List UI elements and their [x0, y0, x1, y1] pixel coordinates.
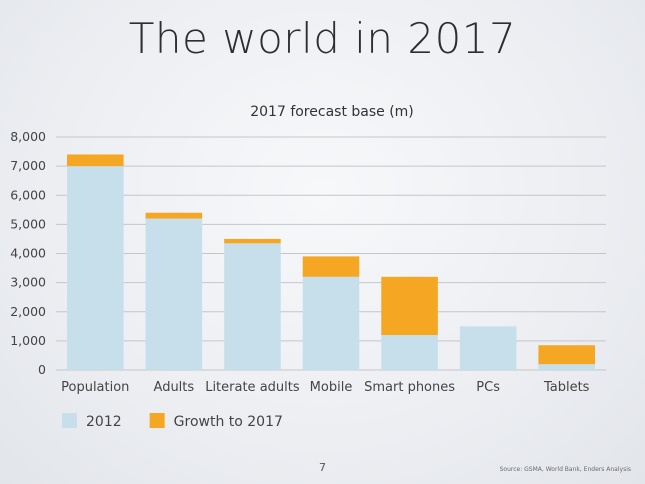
y-tick-label: 7,000 — [10, 158, 46, 173]
legend-label: Growth to 2017 — [174, 414, 283, 430]
legend: 2012 Growth to 2017 — [62, 413, 283, 430]
bar-2012 — [145, 218, 203, 370]
y-tick-label: 1,000 — [10, 333, 46, 348]
bar-growth — [538, 345, 595, 365]
y-tick-label: 8,000 — [10, 129, 46, 144]
legend-label: 2012 — [86, 414, 122, 430]
page-number: 7 — [319, 461, 326, 474]
bar-2012 — [302, 276, 360, 370]
y-tick-label: 2,000 — [10, 304, 46, 319]
bar-2012 — [224, 243, 281, 370]
x-tick-label: Mobile — [310, 380, 353, 395]
y-tick-label: 6,000 — [10, 187, 46, 202]
y-tick-label: 3,000 — [10, 275, 46, 290]
bar-growth — [67, 154, 124, 167]
x-tick-label: Population — [61, 380, 129, 395]
bar-2012 — [538, 364, 595, 370]
bar-growth — [381, 276, 438, 336]
x-tick-label: Adults — [154, 380, 195, 395]
legend-swatch-growth — [149, 413, 165, 428]
bars — [67, 154, 595, 370]
x-tick-label: PCs — [476, 380, 500, 395]
x-tick-label: Literate adults — [205, 380, 300, 395]
bar-2012 — [67, 166, 124, 370]
bar-growth — [224, 238, 281, 244]
chart-title: 2017 forecast base (m) — [250, 104, 414, 120]
x-tick-label: Tablets — [543, 380, 590, 395]
bar-growth — [145, 212, 203, 219]
y-axis-ticks: 0 1,000 2,000 3,000 4,000 5,000 6,000 7,000 8,00… — [10, 129, 46, 377]
bar-growth — [302, 256, 360, 277]
bar-2012 — [381, 335, 438, 370]
y-tick-label: 0 — [38, 362, 46, 377]
y-tick-label: 4,000 — [10, 246, 46, 261]
slide-title: The world in 2017 — [128, 14, 517, 63]
bar-2012 — [459, 326, 517, 370]
x-tick-label: Smart phones — [364, 380, 455, 395]
y-tick-label: 5,000 — [10, 216, 46, 231]
source-note: Source: GSMA, World Bank, Enders Analysi… — [499, 466, 631, 473]
legend-swatch-2012 — [62, 413, 77, 428]
x-axis-ticks: Population Adults Literate adults Mobile Sma… — [61, 380, 590, 395]
